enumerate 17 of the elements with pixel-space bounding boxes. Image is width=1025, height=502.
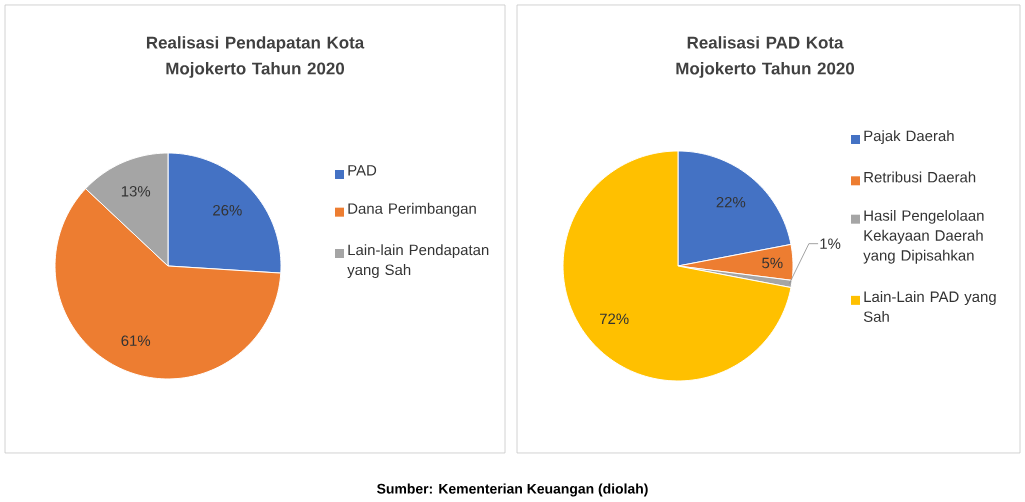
data-label: 5% — [762, 257, 783, 269]
data-label: 1% — [820, 238, 841, 249]
data-label: 72% — [600, 313, 629, 325]
legend-label: Retribusi Daerah — [864, 171, 976, 183]
text: Sumber: Kementerian Keuangan (diolah) — [377, 483, 648, 497]
legend-label: Lain-Lain PAD yang Sah — [863, 291, 996, 322]
legend-label: Dana Perimbangan — [348, 202, 476, 217]
data-label: 26% — [213, 204, 242, 216]
data-label: 22% — [716, 196, 746, 208]
legend-label: Pajak Daerah — [864, 130, 954, 145]
chart-title: Realisasi PAD Kota Mojokerto Tahun 2020 — [676, 36, 855, 78]
legend-label: Lain-lain Pendapatan yang Sah — [347, 244, 489, 279]
chart-title: Realisasi Pendapatan Kota Mojokerto Tahun 2020 — [146, 36, 365, 78]
legend-label: Hasil Pengelolaan Kekayaan Daerah yang Dipisahkan — [863, 209, 984, 264]
data-label: 13% — [121, 186, 151, 197]
data-label: 61% — [121, 335, 151, 346]
legend-label: PAD — [348, 165, 377, 176]
